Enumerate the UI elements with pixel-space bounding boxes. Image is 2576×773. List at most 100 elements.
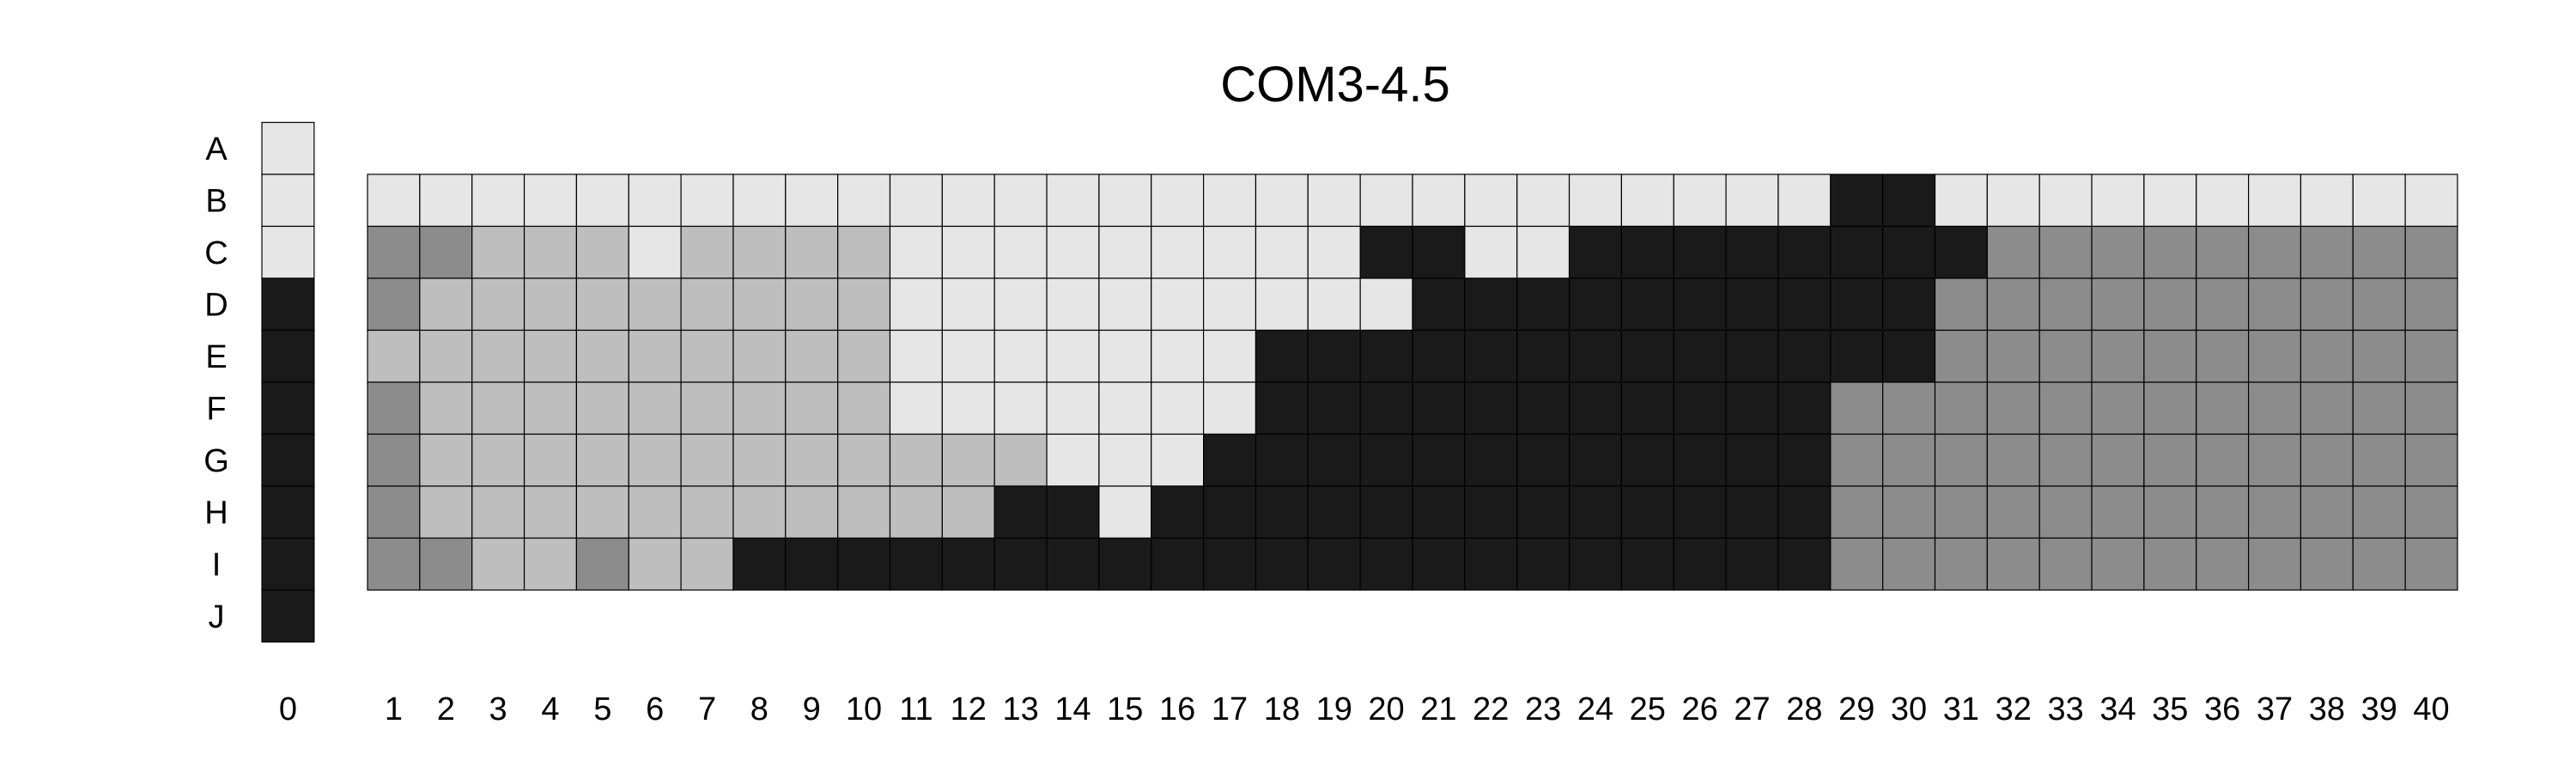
- cell-c-17: [1202, 225, 1257, 279]
- cell-b-25: [1620, 173, 1674, 228]
- cell-g-14: [1046, 433, 1100, 487]
- cell-c-11: [889, 225, 943, 279]
- cell-g-18: [1255, 433, 1309, 487]
- cell-b-27: [1725, 173, 1779, 228]
- main-grid: [367, 173, 2458, 591]
- cell-i-8: [732, 537, 787, 591]
- cell-c-36: [2196, 225, 2250, 279]
- cell-f-34: [2091, 381, 2145, 435]
- column-label-19: 19: [1316, 691, 1352, 727]
- cell-f-35: [2143, 381, 2197, 435]
- cell-d-5: [575, 277, 629, 332]
- cell-f-17: [1202, 381, 1257, 435]
- cell-c-22: [1464, 225, 1518, 279]
- cell-e-25: [1620, 329, 1674, 383]
- cell-b-12: [941, 173, 995, 228]
- column-label-23: 23: [1525, 691, 1561, 727]
- cell-g-29: [1830, 433, 1884, 487]
- cell-f-4: [523, 381, 577, 435]
- cell-f-5: [575, 381, 629, 435]
- column-label-34: 34: [2099, 691, 2136, 727]
- cell-d-16: [1151, 277, 1205, 332]
- cell-d-2: [419, 277, 473, 332]
- cell-b-40: [2404, 173, 2458, 228]
- cell-i-18: [1255, 537, 1309, 591]
- cell-b-29: [1830, 173, 1884, 228]
- cell-b-20: [1359, 173, 1413, 228]
- cell-h-38: [2300, 485, 2354, 539]
- cell-c-32: [1986, 225, 2040, 279]
- cell-d-40: [2404, 277, 2458, 332]
- cell-g-28: [1777, 433, 1832, 487]
- cell-i-11: [889, 537, 943, 591]
- cell-d-37: [2248, 277, 2302, 332]
- cell-h-26: [1673, 485, 1727, 539]
- cell-f-25: [1620, 381, 1674, 435]
- cell-b-5: [575, 173, 629, 228]
- cell-e-35: [2143, 329, 2197, 383]
- column-label-7: 7: [698, 691, 716, 727]
- cell-b-16: [1151, 173, 1205, 228]
- column-label-27: 27: [1734, 691, 1770, 727]
- cell-h-6: [628, 485, 682, 539]
- cell-b-23: [1516, 173, 1571, 228]
- cell-b-9: [785, 173, 839, 228]
- cell-i-5: [575, 537, 629, 591]
- row-label-g: G: [204, 443, 229, 479]
- cell-d-22: [1464, 277, 1518, 332]
- cell-h-4: [523, 485, 577, 539]
- cell-d-23: [1516, 277, 1571, 332]
- cell-e-30: [1882, 329, 1936, 383]
- cell-d-29: [1830, 277, 1884, 332]
- cell-c-4: [523, 225, 577, 279]
- cell-b-37: [2248, 173, 2302, 228]
- cell-h-21: [1412, 485, 1466, 539]
- cell-f-11: [889, 381, 943, 435]
- cell-g-38: [2300, 433, 2354, 487]
- cell-f-36: [2196, 381, 2250, 435]
- cell-d-25: [1620, 277, 1674, 332]
- row-label-h: H: [204, 495, 228, 531]
- cell-h-1: [367, 485, 421, 539]
- column-label-24: 24: [1577, 691, 1613, 727]
- cell-h-37: [2248, 485, 2302, 539]
- cell-i-39: [2352, 537, 2406, 591]
- column-label-31: 31: [1943, 691, 1979, 727]
- cell-i-38: [2300, 537, 2354, 591]
- column-label-0: 0: [279, 691, 297, 727]
- cell-b-39: [2352, 173, 2406, 228]
- cell-d-32: [1986, 277, 2040, 332]
- key-cell-j: [261, 589, 315, 643]
- key-cell-e: [261, 329, 315, 383]
- cell-b-14: [1046, 173, 1100, 228]
- cell-f-24: [1568, 381, 1623, 435]
- cell-e-6: [628, 329, 682, 383]
- cell-h-34: [2091, 485, 2145, 539]
- cell-d-27: [1725, 277, 1779, 332]
- cell-f-31: [1934, 381, 1988, 435]
- column-label-33: 33: [2047, 691, 2083, 727]
- cell-d-11: [889, 277, 943, 332]
- row-label-j: J: [209, 599, 225, 635]
- cell-g-37: [2248, 433, 2302, 487]
- cell-i-37: [2248, 537, 2302, 591]
- cell-i-13: [993, 537, 1048, 591]
- cell-f-40: [2404, 381, 2458, 435]
- cell-i-28: [1777, 537, 1832, 591]
- cell-h-25: [1620, 485, 1674, 539]
- cell-g-12: [941, 433, 995, 487]
- key-cell-c: [261, 225, 315, 279]
- cell-d-35: [2143, 277, 2197, 332]
- column-label-22: 22: [1473, 691, 1509, 727]
- cell-g-11: [889, 433, 943, 487]
- column-label-40: 40: [2413, 691, 2449, 727]
- cell-b-30: [1882, 173, 1936, 228]
- cell-c-7: [680, 225, 734, 279]
- cell-b-22: [1464, 173, 1518, 228]
- cell-i-17: [1202, 537, 1257, 591]
- cell-c-27: [1725, 225, 1779, 279]
- cell-e-19: [1307, 329, 1361, 383]
- cell-c-35: [2143, 225, 2197, 279]
- cell-i-40: [2404, 537, 2458, 591]
- cell-f-3: [471, 381, 526, 435]
